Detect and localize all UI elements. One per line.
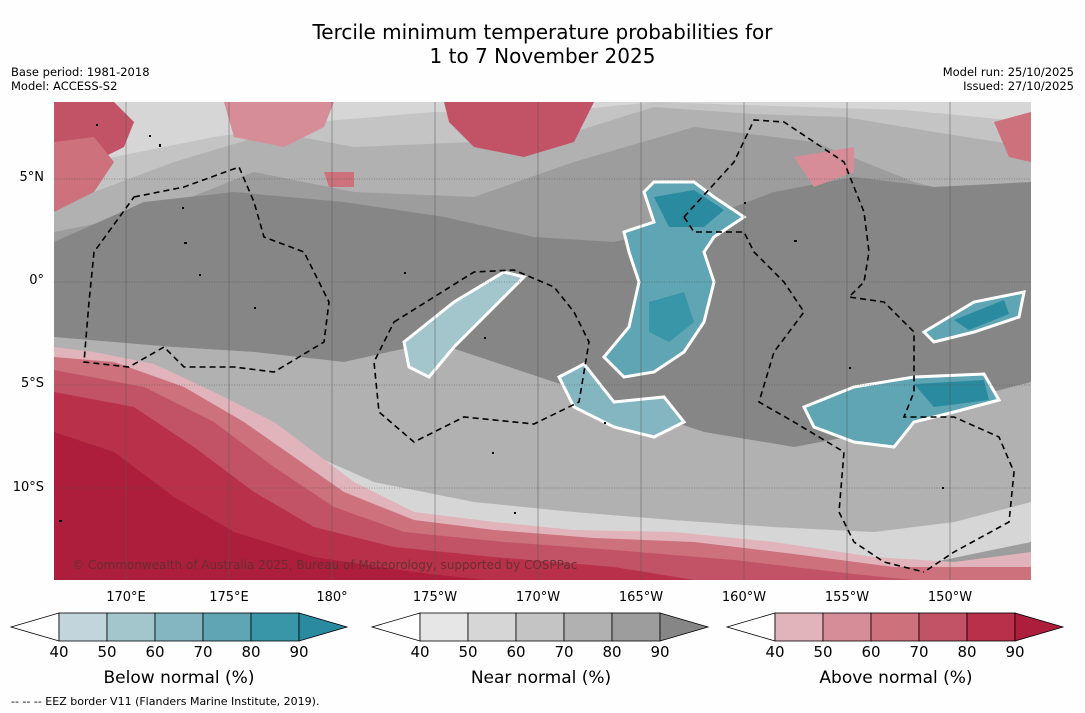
probability-map — [54, 102, 1031, 580]
below-patch-south — [556, 362, 687, 439]
above-bar-segment-3 — [918, 612, 968, 642]
near-bar-segment-1 — [467, 612, 517, 642]
title-line-1: Tercile minimum temperature probabilitie… — [312, 20, 773, 44]
lon-label-175e: 175°E — [209, 590, 249, 605]
above-bar-extend-right — [1014, 612, 1065, 642]
issued-date: Issued: 27/10/2025 — [963, 79, 1074, 93]
near-bar-segment-3 — [563, 612, 613, 642]
title-line-2: 1 to 7 November 2025 — [429, 44, 656, 68]
lon-label-180: 180° — [316, 590, 348, 605]
lon-label-170w: 170°W — [515, 590, 561, 605]
eez-border-note: -- -- -- EEZ border V11 (Flanders Marine… — [11, 695, 320, 708]
below-bar-segment-0 — [58, 612, 108, 642]
below-bar-segment-2 — [154, 612, 204, 642]
colorbar-above — [725, 612, 1065, 642]
near-bar-extend-right — [659, 612, 710, 642]
colorbar-near — [370, 612, 710, 642]
below-patch-central — [402, 270, 527, 379]
below-bar-extend-left — [9, 612, 60, 642]
above-patch-e — [994, 112, 1031, 162]
lat-label-5s: 5°S — [20, 376, 44, 391]
above-bar-segment-1 — [822, 612, 872, 642]
below-tick-90: 90 — [289, 643, 309, 661]
near-tick-60: 60 — [506, 643, 526, 661]
eez-borders — [83, 119, 1015, 573]
below-tick-50: 50 — [97, 643, 117, 661]
model-run: Model run: 25/10/2025 — [942, 65, 1074, 79]
above-tick-50: 50 — [813, 643, 833, 661]
above-tick-40: 40 — [765, 643, 785, 661]
above-normal-label: Above normal (%) — [819, 668, 973, 688]
lat-label-0: 0° — [29, 273, 44, 288]
near-bar-extend-left — [370, 612, 421, 642]
below-core-e — [954, 300, 1009, 330]
near-normal-90-core — [54, 177, 1031, 447]
meridians — [125, 102, 951, 580]
above-patch-n2 — [444, 102, 594, 157]
near-tick-80: 80 — [602, 643, 622, 661]
copyright-credit: © Commonwealth of Australia 2025, Bureau… — [72, 558, 578, 572]
below-tick-60: 60 — [145, 643, 165, 661]
near-bar-segment-4 — [611, 612, 661, 642]
below-core-north — [654, 190, 724, 227]
below-bar-segment-3 — [202, 612, 252, 642]
near-normal-label: Near normal (%) — [470, 668, 612, 688]
lon-label-165w: 165°W — [618, 590, 664, 605]
below-tick-70: 70 — [193, 643, 213, 661]
meta-right: Model run: 25/10/2025 Issued: 27/10/2025 — [943, 65, 1074, 93]
near-tick-40: 40 — [410, 643, 430, 661]
above-bar-segment-2 — [870, 612, 920, 642]
below-tick-80: 80 — [241, 643, 261, 661]
above-patch-n1 — [224, 102, 334, 147]
meta-left: Base period: 1981-2018 Model: ACCESS-S2 — [11, 65, 150, 93]
above-patch-small — [324, 172, 354, 187]
above-patch-w — [54, 137, 114, 212]
model-name: Model: ACCESS-S2 — [11, 79, 118, 93]
lon-label-170e: 170°E — [106, 590, 146, 605]
lon-label-175w: 175°W — [412, 590, 458, 605]
base-period: Base period: 1981-2018 — [11, 65, 150, 79]
near-tick-90: 90 — [650, 643, 670, 661]
colorbars — [9, 612, 1065, 642]
colorbar-below — [9, 612, 349, 642]
near-tick-70: 70 — [554, 643, 574, 661]
lon-label-160w: 160°W — [721, 590, 767, 605]
below-core-se — [914, 380, 989, 407]
above-patch-ne — [794, 147, 854, 187]
below-bar-extend-right — [298, 612, 349, 642]
above-south-90 — [54, 432, 484, 580]
above-tick-60: 60 — [861, 643, 881, 661]
below-bar-segment-4 — [250, 612, 300, 642]
islands — [59, 124, 944, 522]
above-tick-70: 70 — [909, 643, 929, 661]
lon-label-155w: 155°W — [824, 590, 870, 605]
lon-label-150w: 150°W — [927, 590, 973, 605]
near-tick-50: 50 — [458, 643, 478, 661]
below-core-center — [649, 292, 694, 342]
below-normal-label: Below normal (%) — [103, 668, 255, 688]
above-bar-segment-0 — [774, 612, 824, 642]
above-bar-extend-left — [725, 612, 776, 642]
above-tick-80: 80 — [957, 643, 977, 661]
map-svg — [54, 102, 1031, 580]
map-title: Tercile minimum temperature probabilitie… — [0, 20, 1085, 68]
below-bar-segment-1 — [106, 612, 156, 642]
near-bar-segment-0 — [419, 612, 469, 642]
above-bar-segment-4 — [966, 612, 1016, 642]
lat-label-5n: 5°N — [19, 170, 45, 185]
lat-label-10s: 10°S — [12, 480, 44, 495]
below-tick-40: 40 — [49, 643, 69, 661]
above-tick-90: 90 — [1005, 643, 1025, 661]
near-normal-60-south — [54, 337, 1031, 532]
near-bar-segment-2 — [515, 612, 565, 642]
